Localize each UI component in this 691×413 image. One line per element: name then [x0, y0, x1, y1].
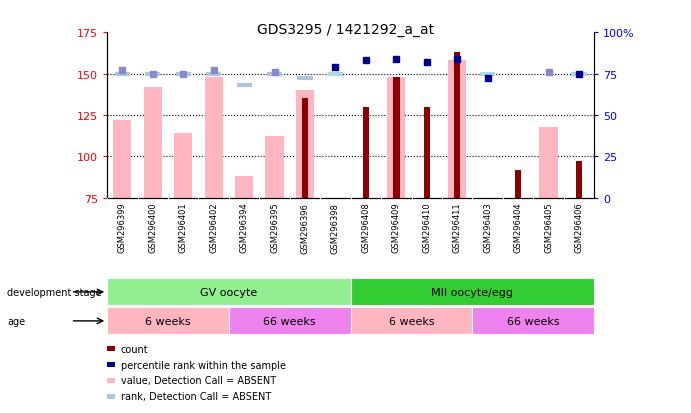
- Text: GSM296398: GSM296398: [331, 202, 340, 253]
- Text: GSM296402: GSM296402: [209, 202, 218, 253]
- Bar: [387, 78, 406, 198]
- Bar: [473, 308, 594, 335]
- Bar: [540, 127, 558, 198]
- Text: age: age: [7, 316, 25, 326]
- Bar: [424, 107, 430, 198]
- Bar: [576, 162, 583, 198]
- Text: GSM296401: GSM296401: [179, 202, 188, 253]
- Text: 6 weeks: 6 weeks: [389, 316, 435, 326]
- Text: 66 weeks: 66 weeks: [507, 316, 560, 326]
- Bar: [107, 308, 229, 335]
- Bar: [205, 78, 223, 198]
- Bar: [363, 107, 369, 198]
- Bar: [302, 99, 308, 198]
- Bar: [235, 177, 253, 198]
- Text: GSM296411: GSM296411: [453, 202, 462, 253]
- Bar: [393, 78, 399, 198]
- Text: GDS3295 / 1421292_a_at: GDS3295 / 1421292_a_at: [257, 23, 434, 37]
- Bar: [515, 170, 521, 198]
- Bar: [265, 137, 284, 198]
- Text: GSM296409: GSM296409: [392, 202, 401, 253]
- Text: MII oocyte/egg: MII oocyte/egg: [431, 287, 513, 297]
- Text: development stage: development stage: [7, 287, 102, 297]
- Text: GV oocyte: GV oocyte: [200, 287, 258, 297]
- Text: value, Detection Call = ABSENT: value, Detection Call = ABSENT: [121, 375, 276, 385]
- Bar: [144, 88, 162, 198]
- Text: GSM296395: GSM296395: [270, 202, 279, 253]
- Text: GSM296396: GSM296396: [301, 202, 310, 253]
- Text: GSM296404: GSM296404: [513, 202, 522, 253]
- Text: percentile rank within the sample: percentile rank within the sample: [121, 360, 286, 370]
- Text: GSM296405: GSM296405: [544, 202, 553, 253]
- Text: GSM296406: GSM296406: [574, 202, 583, 253]
- Bar: [113, 121, 131, 198]
- Text: GSM296399: GSM296399: [118, 202, 127, 253]
- Text: GSM296403: GSM296403: [483, 202, 492, 253]
- Bar: [350, 308, 473, 335]
- Bar: [174, 134, 192, 198]
- Bar: [296, 91, 314, 198]
- Text: GSM296394: GSM296394: [240, 202, 249, 253]
- Bar: [229, 308, 350, 335]
- Bar: [350, 279, 594, 306]
- Text: GSM296410: GSM296410: [422, 202, 431, 253]
- Text: rank, Detection Call = ABSENT: rank, Detection Call = ABSENT: [121, 391, 271, 401]
- Bar: [448, 61, 466, 198]
- Text: 66 weeks: 66 weeks: [263, 316, 316, 326]
- Bar: [107, 279, 350, 306]
- Text: 6 weeks: 6 weeks: [145, 316, 191, 326]
- Bar: [454, 53, 460, 198]
- Text: GSM296400: GSM296400: [149, 202, 158, 253]
- Text: count: count: [121, 344, 149, 354]
- Text: GSM296408: GSM296408: [361, 202, 370, 253]
